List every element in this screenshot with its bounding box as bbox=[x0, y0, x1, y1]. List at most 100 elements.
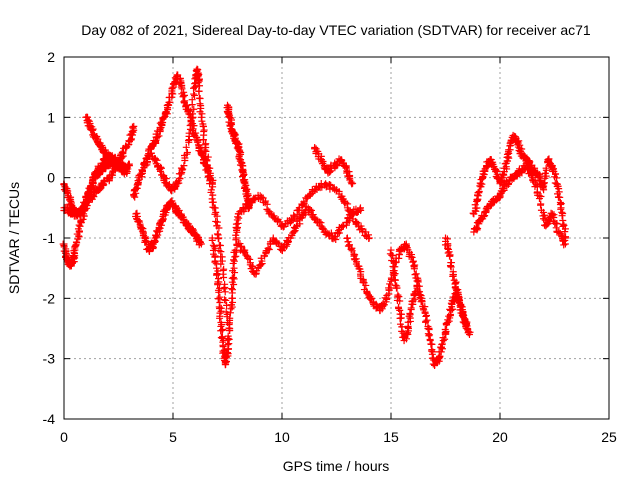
data-point bbox=[108, 156, 116, 164]
data-point bbox=[183, 101, 191, 109]
chart-title: Day 082 of 2021, Sidereal Day-to-day VTE… bbox=[81, 22, 591, 38]
x-tick-label: 15 bbox=[383, 429, 399, 445]
data-point bbox=[445, 252, 453, 260]
data-layer bbox=[59, 65, 570, 369]
data-point bbox=[397, 314, 405, 322]
data-point bbox=[214, 235, 222, 243]
data-point bbox=[162, 108, 170, 116]
data-point bbox=[130, 122, 138, 130]
data-point bbox=[226, 314, 234, 322]
data-point bbox=[542, 164, 550, 172]
data-point bbox=[138, 167, 146, 175]
data-point bbox=[463, 325, 471, 332]
data-point bbox=[154, 133, 162, 141]
x-axis-label: GPS time / hours bbox=[283, 458, 390, 474]
data-point bbox=[258, 193, 266, 201]
data-point bbox=[561, 236, 569, 244]
data-point bbox=[215, 224, 223, 232]
data-point bbox=[527, 169, 535, 177]
data-point bbox=[194, 79, 202, 87]
data-point bbox=[499, 171, 507, 179]
label-layer: 0 5 10 15 20 25 -4 -3 -2 -1 0 1 2 bbox=[43, 49, 617, 445]
data-point bbox=[233, 248, 241, 256]
data-point bbox=[153, 156, 161, 164]
data-point bbox=[197, 104, 205, 112]
data-point bbox=[408, 253, 416, 261]
data-point bbox=[225, 335, 233, 343]
data-point bbox=[222, 296, 230, 304]
data-point bbox=[505, 180, 513, 188]
y-tick-label: -2 bbox=[43, 290, 56, 306]
data-point bbox=[480, 212, 488, 220]
data-point bbox=[223, 348, 231, 356]
x-tick-label: 10 bbox=[274, 429, 290, 445]
data-point bbox=[123, 168, 131, 176]
data-point bbox=[168, 85, 176, 93]
y-tick-label: 0 bbox=[47, 170, 55, 186]
data-point bbox=[560, 221, 568, 229]
data-point bbox=[441, 335, 449, 343]
data-point bbox=[191, 91, 199, 99]
data-point bbox=[190, 105, 198, 113]
data-point bbox=[265, 245, 273, 253]
data-point bbox=[425, 332, 433, 340]
data-point bbox=[436, 352, 444, 360]
data-point bbox=[203, 157, 211, 165]
data-point bbox=[156, 167, 164, 175]
data-point bbox=[155, 132, 163, 140]
data-point bbox=[201, 146, 209, 154]
data-point bbox=[209, 183, 217, 191]
y-tick-label: 1 bbox=[47, 109, 55, 125]
data-point bbox=[537, 200, 545, 208]
data-point bbox=[232, 252, 240, 260]
data-point bbox=[218, 326, 226, 334]
y-axis-label: SDTVAR / TECUs bbox=[6, 182, 22, 294]
data-point bbox=[175, 179, 183, 187]
data-point bbox=[131, 185, 139, 193]
data-point bbox=[99, 182, 107, 190]
data-point bbox=[356, 204, 364, 212]
data-point bbox=[183, 149, 191, 157]
data-point bbox=[410, 265, 418, 273]
data-point bbox=[232, 220, 240, 228]
data-point bbox=[63, 189, 71, 197]
data-point bbox=[347, 178, 355, 186]
data-point bbox=[211, 258, 219, 266]
data-point bbox=[533, 182, 541, 190]
data-point bbox=[194, 138, 202, 146]
data-point bbox=[151, 155, 159, 163]
data-point bbox=[187, 120, 195, 128]
data-point bbox=[218, 321, 226, 329]
data-point bbox=[237, 242, 245, 250]
data-point bbox=[215, 288, 223, 296]
data-point bbox=[358, 225, 366, 233]
data-point bbox=[473, 204, 481, 212]
data-point bbox=[389, 267, 397, 275]
data-point bbox=[228, 285, 236, 293]
data-point bbox=[186, 122, 194, 130]
data-point bbox=[552, 224, 560, 232]
data-point bbox=[561, 240, 569, 248]
data-point bbox=[133, 184, 141, 192]
data-point bbox=[454, 298, 462, 306]
data-point bbox=[419, 305, 427, 313]
data-point bbox=[218, 257, 226, 265]
data-point bbox=[264, 244, 272, 252]
data-point bbox=[392, 284, 400, 292]
data-point bbox=[211, 245, 219, 253]
data-point bbox=[541, 211, 549, 219]
x-tick-label: 0 bbox=[60, 429, 68, 445]
data-point bbox=[553, 219, 561, 227]
data-point bbox=[195, 87, 203, 95]
data-point bbox=[306, 205, 314, 213]
data-point bbox=[229, 273, 237, 281]
data-point bbox=[557, 205, 565, 213]
data-point bbox=[230, 256, 238, 264]
data-point bbox=[558, 231, 566, 239]
data-point bbox=[230, 275, 238, 283]
data-point bbox=[214, 281, 222, 289]
data-point bbox=[396, 297, 404, 305]
data-point bbox=[220, 274, 228, 282]
